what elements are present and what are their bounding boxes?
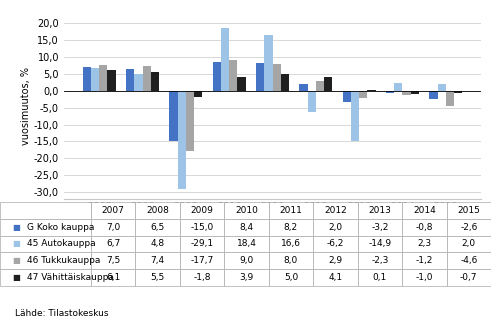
Bar (221, 29, 229, 91)
Text: ■: ■ (12, 273, 20, 282)
Y-axis label: vuosimuutos, %: vuosimuutos, % (21, 67, 31, 145)
Text: ■: ■ (12, 223, 20, 232)
Bar (316, 81, 324, 91)
Bar (194, 91, 202, 97)
Bar (135, 74, 142, 91)
Bar (386, 91, 394, 93)
Bar (83, 67, 91, 91)
Text: ■: ■ (12, 239, 20, 248)
Text: G Koko kauppa: G Koko kauppa (27, 223, 94, 232)
Bar (213, 62, 221, 91)
Bar (324, 77, 332, 91)
Bar (429, 91, 437, 100)
Bar (437, 84, 446, 91)
Bar (281, 74, 289, 91)
Bar (126, 69, 135, 91)
Bar (454, 91, 462, 93)
Bar (91, 68, 99, 91)
Text: 45 Autokauppa: 45 Autokauppa (27, 239, 96, 248)
Bar (256, 63, 264, 91)
Bar (403, 91, 410, 95)
Bar (343, 91, 351, 101)
Bar (169, 91, 178, 142)
Bar (394, 83, 403, 91)
Bar (142, 66, 151, 91)
Text: 46 Tukkukauppa: 46 Tukkukauppa (27, 256, 100, 265)
Bar (307, 91, 316, 112)
Bar (186, 91, 194, 151)
Bar (264, 34, 273, 91)
Bar (273, 64, 281, 91)
Bar (410, 91, 419, 94)
Bar (446, 91, 454, 106)
Bar (229, 60, 238, 91)
Bar (238, 77, 246, 91)
Text: Lähde: Tilastokeskus: Lähde: Tilastokeskus (15, 309, 108, 318)
Bar (151, 72, 159, 91)
Text: 47 Vähittäiskauppa: 47 Vähittäiskauppa (27, 273, 114, 282)
Bar (178, 91, 186, 189)
Bar (359, 91, 367, 99)
Text: ■: ■ (12, 256, 20, 265)
Bar (351, 91, 359, 141)
Bar (300, 84, 307, 91)
Bar (99, 65, 108, 91)
Bar (367, 90, 376, 91)
Bar (108, 70, 116, 91)
